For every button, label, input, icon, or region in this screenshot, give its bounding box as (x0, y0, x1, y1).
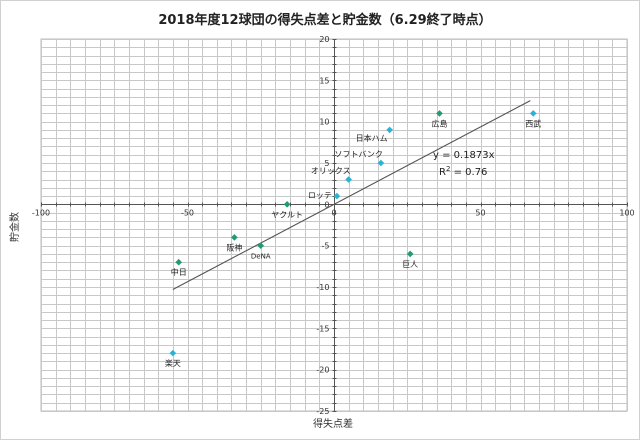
data-point (377, 159, 385, 167)
data-point (406, 250, 414, 258)
data-points (169, 110, 537, 357)
data-point-label: ロッテ (308, 191, 332, 200)
data-point (231, 234, 238, 241)
data-point-label: 西武 (525, 118, 541, 128)
y-tick-label: 20 (319, 35, 329, 44)
x-axis-label: 得失点差 (313, 417, 353, 430)
data-point (333, 192, 341, 200)
r-squared-superscript: 2 (446, 165, 450, 173)
y-tick-label: -10 (316, 283, 329, 292)
x-tick-label: -100 (32, 209, 50, 218)
data-point (257, 242, 265, 249)
data-point-label: 楽天 (165, 358, 181, 368)
data-point (169, 349, 177, 357)
trendline-equation: y = 0.1873x (433, 150, 495, 161)
data-point (283, 201, 291, 208)
data-point-label: 広島 (431, 118, 447, 128)
y-tick-label: 15 (319, 76, 329, 85)
y-tick-label: 5 (324, 159, 329, 168)
x-tick-label: 50 (475, 209, 485, 218)
data-point-label: オリックス (311, 167, 351, 176)
data-point-label: ヤクルト (271, 210, 303, 219)
data-point-label: 中日 (171, 267, 187, 277)
r-squared-prefix: R (439, 167, 446, 178)
x-tick-label: 100 (619, 209, 634, 218)
y-axis-label: 貯金数 (8, 212, 21, 242)
data-point-label: 巨人 (402, 260, 418, 269)
trendline-group (172, 100, 531, 290)
data-point (345, 176, 352, 183)
y-tick-label: -15 (316, 324, 329, 333)
y-tick-label: -20 (316, 366, 329, 375)
data-point (175, 258, 183, 266)
chart-title: 2018年度12球団の得失点差と貯金数（6.29終了時点） (158, 12, 491, 28)
trendline (172, 100, 531, 290)
x-tick-label: 0 (331, 209, 336, 218)
r-squared-value: = 0.76 (450, 167, 487, 178)
y-tick-label: -25 (316, 407, 329, 416)
data-point-label: 阪神 (226, 242, 242, 252)
r-squared-text: R2 = 0.76 (439, 165, 487, 178)
data-point (436, 110, 443, 117)
y-tick-label: -5 (322, 242, 330, 251)
y-tick-label: 10 (319, 118, 329, 127)
data-point-label: 日本ハム (356, 133, 388, 143)
y-tick-label: 0 (324, 200, 329, 209)
x-tick-label: -50 (181, 209, 194, 218)
data-point-label: ソフトバンク (334, 150, 382, 159)
data-point-label: DeNA (251, 253, 271, 261)
data-point (529, 110, 537, 117)
